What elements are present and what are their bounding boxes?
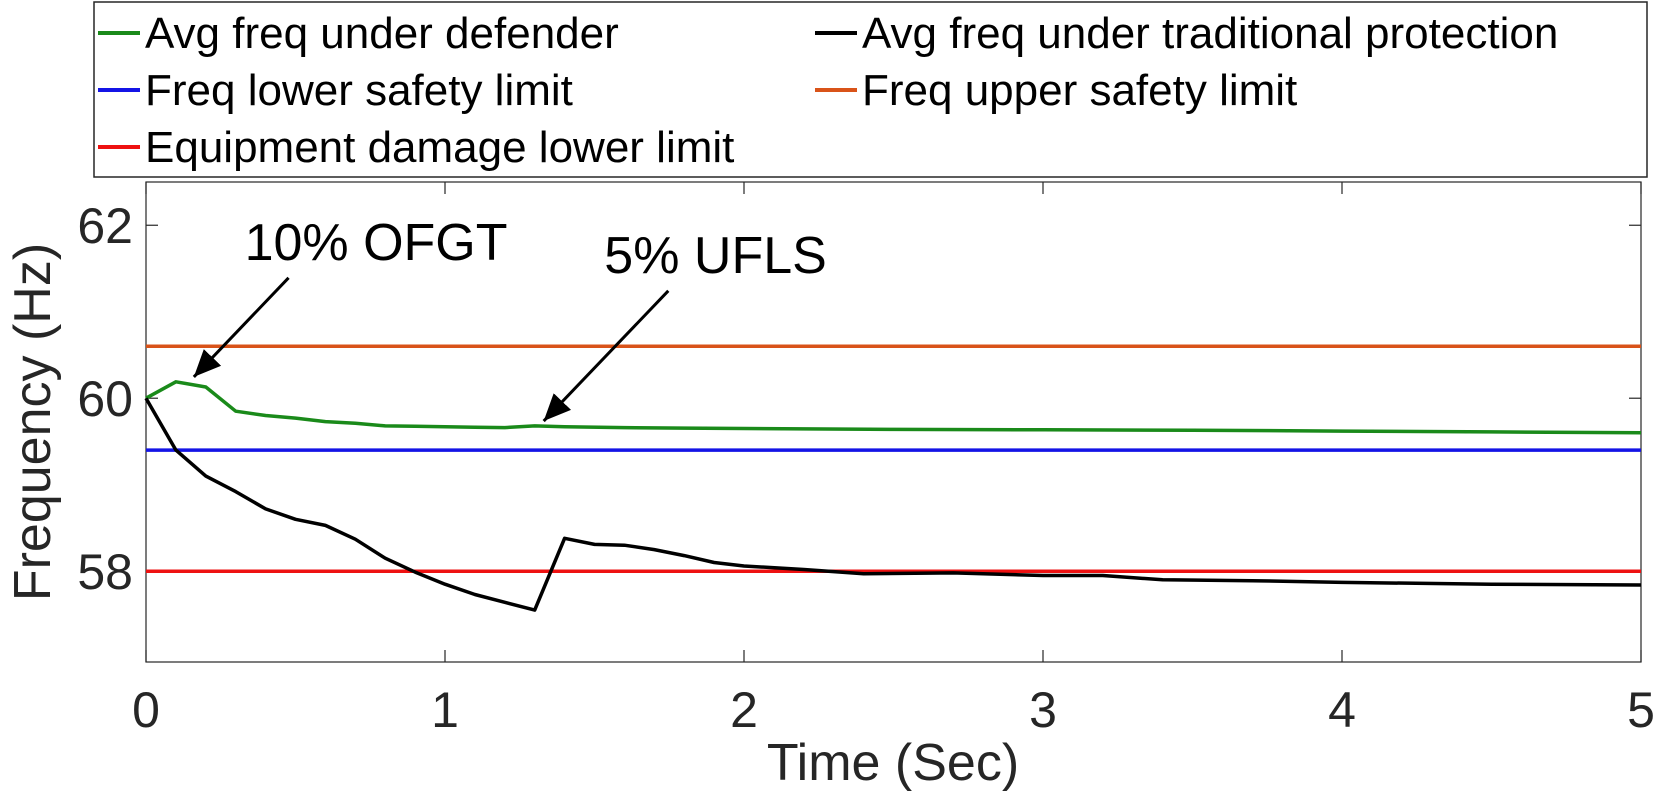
legend-label-lower-limit: Freq lower safety limit [145,66,573,115]
annotation-label: 10% OFGT [245,214,508,272]
annotations: 10% OFGT 5% UFLS [192,214,827,423]
y-tick-label: 60 [77,371,133,427]
legend-label-upper-limit: Freq upper safety limit [862,66,1297,115]
x-tick-label: 0 [132,682,160,738]
axis-tick-labels: 0 1 2 3 4 5 58 60 62 [77,198,1655,738]
x-tick-label: 3 [1029,682,1057,738]
legend-box [93,1,1648,178]
legend-label-traditional: Avg freq under traditional protection [862,9,1558,58]
annotation-arrow [192,276,290,378]
series-line-avg-freq-under-defender [145,380,1642,435]
x-axis-title: Time (Sec) [767,734,1019,792]
y-tick-label: 58 [77,544,133,600]
y-tick-label: 62 [77,198,133,254]
legend-label-defender: Avg freq under defender [145,9,619,58]
annotation-arrow [542,289,670,423]
x-tick-label: 2 [730,682,758,738]
legend: Avg freq under defender Avg freq under t… [93,1,1648,178]
x-tick-label: 1 [431,682,459,738]
y-axis-title: Frequency (Hz) [4,243,62,601]
series-layer [144,344,1642,612]
annotation-label: 5% UFLS [604,227,827,285]
series-line-avg-freq-under-traditional-protection [144,397,1642,612]
x-tick-label: 5 [1627,682,1655,738]
legend-label-damage-limit: Equipment damage lower limit [145,123,734,172]
x-tick-label: 4 [1328,682,1356,738]
